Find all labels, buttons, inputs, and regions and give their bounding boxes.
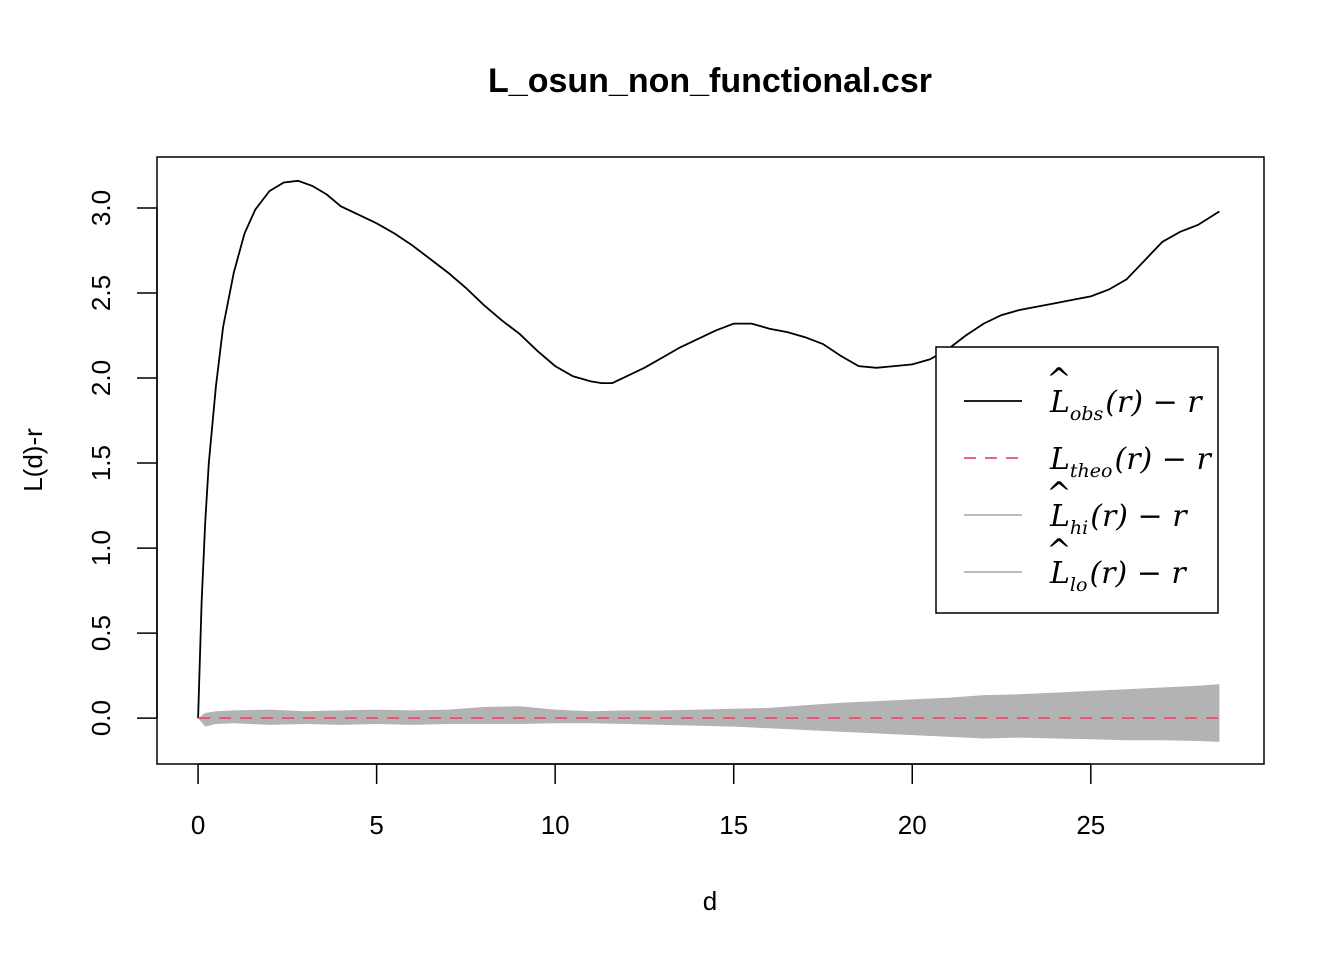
y-tick-label: 1.0 xyxy=(86,530,116,566)
legend-box xyxy=(935,346,1219,614)
legend-label-obs: Lobs(r) − r xyxy=(1049,385,1203,425)
y-axis: 0.0 0.5 1.0 1.5 2.0 2.5 3.0 xyxy=(86,190,158,736)
x-tick-label: 15 xyxy=(719,810,748,840)
series-obs-line xyxy=(197,179,1220,719)
x-tick-label: 10 xyxy=(541,810,570,840)
x-axis: 0 5 10 15 20 25 xyxy=(191,763,1105,840)
legend-hat-hi: ^ xyxy=(1046,476,1071,511)
legend-hat-lo: ^ xyxy=(1046,533,1071,568)
legend-label-theo: Ltheo(r) − r xyxy=(1049,442,1212,482)
plot-area xyxy=(197,179,1220,742)
legend-label-hi: Lhi(r) − r xyxy=(1049,499,1188,539)
x-tick-label: 5 xyxy=(369,810,383,840)
y-tick-label: 2.0 xyxy=(86,360,116,396)
x-tick-label: 25 xyxy=(1076,810,1105,840)
envelope-band xyxy=(198,684,1220,742)
y-tick-label: 0.0 xyxy=(86,700,116,736)
y-tick-label: 1.5 xyxy=(86,445,116,481)
legend-hat-obs: ^ xyxy=(1046,362,1071,397)
y-tick-label: 0.5 xyxy=(86,615,116,651)
y-axis-label: L(d)-r xyxy=(18,428,48,492)
y-tick-label: 3.0 xyxy=(86,190,116,226)
x-tick-label: 20 xyxy=(898,810,927,840)
y-tick-label: 2.5 xyxy=(86,275,116,311)
chart-title: L_osun_non_functional.csr xyxy=(488,62,932,100)
x-tick-label: 0 xyxy=(191,810,205,840)
x-axis-label: d xyxy=(703,886,717,916)
legend-label-lo: Llo(r) − r xyxy=(1049,556,1187,596)
